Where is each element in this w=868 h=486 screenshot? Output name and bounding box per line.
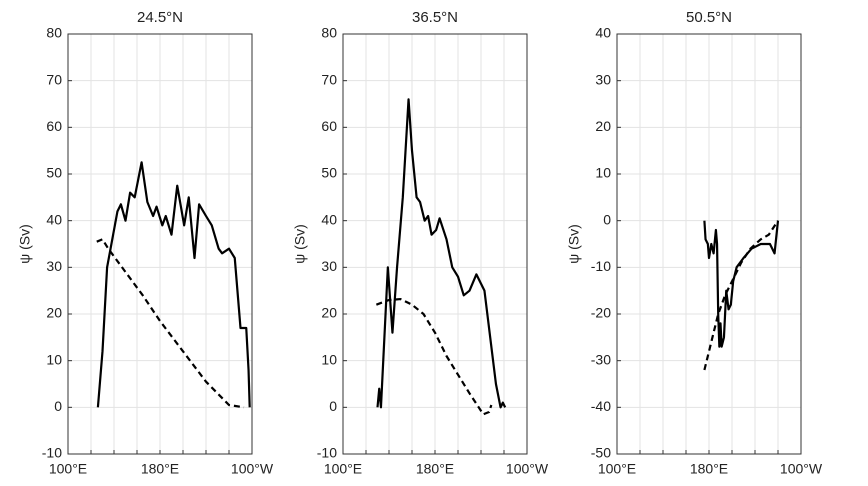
y-tick-label: 40 xyxy=(46,211,62,227)
y-axis-label: ψ (Sv) xyxy=(17,224,33,264)
panel-title: 50.5°N xyxy=(686,9,732,26)
panel-title: 24.5°N xyxy=(137,9,183,26)
x-tick-label: 100°W xyxy=(506,461,549,477)
plot-frame xyxy=(616,33,802,455)
line-series xyxy=(375,297,493,416)
x-tick-label: 100°W xyxy=(231,461,274,477)
y-tick-label: 30 xyxy=(46,258,62,274)
y-tick-label: 20 xyxy=(595,118,611,134)
y-axis-label: ψ (Sv) xyxy=(566,224,582,264)
y-tick-label: 0 xyxy=(603,211,611,227)
x-tick-label: 180°E xyxy=(141,461,179,477)
x-tick-label: 100°E xyxy=(598,461,636,477)
line-series xyxy=(96,161,251,408)
x-tick-label: 100°E xyxy=(49,461,87,477)
y-tick-label: 10 xyxy=(46,351,62,367)
y-tick-label: -20 xyxy=(591,305,611,321)
y-axis-label: ψ (Sv) xyxy=(292,224,308,264)
y-tick-label: 80 xyxy=(321,25,337,41)
y-tick-label: 0 xyxy=(54,398,62,414)
line-series xyxy=(703,220,780,348)
plot-frame xyxy=(342,33,528,455)
y-tick-label: -40 xyxy=(591,398,611,414)
x-tick-label: 180°E xyxy=(690,461,728,477)
y-tick-label: 0 xyxy=(329,398,337,414)
y-tick-label: 80 xyxy=(46,25,62,41)
plot-frame xyxy=(67,33,253,455)
y-tick-label: -10 xyxy=(42,445,62,461)
y-tick-label: 10 xyxy=(321,351,337,367)
x-tick-label: 100°W xyxy=(780,461,823,477)
panel-title: 36.5°N xyxy=(412,9,458,26)
y-tick-label: 40 xyxy=(595,25,611,41)
y-tick-label: 10 xyxy=(595,165,611,181)
line-series xyxy=(376,98,507,409)
y-tick-label: 60 xyxy=(46,118,62,134)
line-series xyxy=(96,238,245,409)
y-tick-label: 60 xyxy=(321,118,337,134)
y-tick-label: 40 xyxy=(321,211,337,227)
y-tick-label: -50 xyxy=(591,445,611,461)
y-tick-label: 20 xyxy=(46,305,62,321)
line-series xyxy=(703,220,779,371)
y-tick-label: 70 xyxy=(321,71,337,87)
y-tick-label: 30 xyxy=(595,71,611,87)
x-tick-label: 100°E xyxy=(324,461,362,477)
x-tick-label: 180°E xyxy=(416,461,454,477)
y-tick-label: 30 xyxy=(321,258,337,274)
y-tick-label: 50 xyxy=(321,165,337,181)
y-tick-label: -10 xyxy=(317,445,337,461)
y-tick-label: 70 xyxy=(46,71,62,87)
y-tick-label: -30 xyxy=(591,351,611,367)
y-tick-label: -10 xyxy=(591,258,611,274)
y-tick-label: 50 xyxy=(46,165,62,181)
y-tick-label: 20 xyxy=(321,305,337,321)
